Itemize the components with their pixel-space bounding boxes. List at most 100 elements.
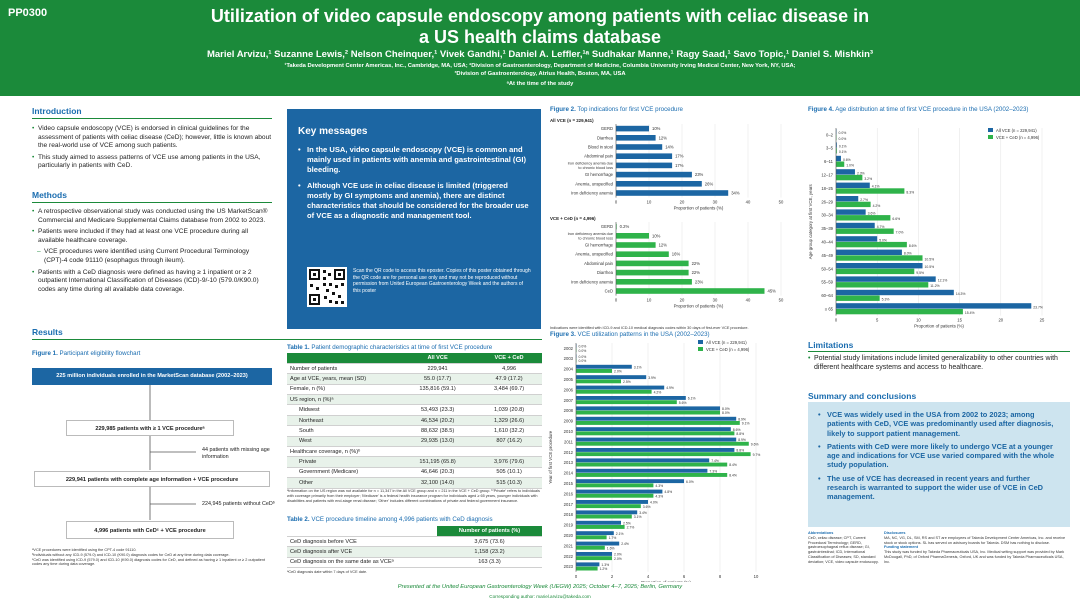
- bar: [576, 566, 598, 571]
- data-label: 0.0%: [839, 137, 847, 141]
- bar: [836, 241, 907, 248]
- table-cell: 229,941: [399, 363, 477, 375]
- tick-label: 15: [957, 318, 962, 323]
- data-label: 10.5%: [925, 257, 935, 261]
- bar: [836, 268, 915, 275]
- bar: [616, 269, 689, 276]
- table-cell: South: [287, 425, 399, 437]
- data-label: 8.3%: [906, 190, 914, 194]
- bar: [576, 552, 612, 556]
- axis-title: Proportion of patients (%): [674, 206, 724, 211]
- data-label: 2.7%: [627, 526, 635, 530]
- table-cell: CeD diagnosis on the same date as VCEᵃ: [287, 557, 437, 569]
- category-label: 55–59: [821, 280, 833, 285]
- category-label: 2008: [564, 408, 574, 413]
- bar: [576, 520, 621, 525]
- bar: [616, 251, 669, 257]
- bar: [836, 174, 863, 181]
- data-label: 8.6%: [733, 428, 741, 432]
- panel-title: VCE + CeD (n = 4,996): [550, 216, 596, 221]
- data-label: 0.0%: [579, 345, 587, 349]
- axis-title: Age group category at first VCE, years: [808, 184, 813, 260]
- table-cell: 29,935 (13.0): [399, 436, 477, 448]
- category-label: to chronic blood loss: [578, 166, 613, 170]
- data-label: 0.0%: [579, 359, 587, 363]
- table-header-cell: [287, 353, 399, 364]
- table-cell: 151,195 (65.8): [399, 456, 477, 468]
- data-label: 4.1%: [872, 185, 880, 189]
- figure-1-footnotes: ᵃVCE procedures were identified using th…: [32, 548, 266, 567]
- methods-bullet: Patients were included if they had at le…: [32, 228, 274, 245]
- category-label: 45–49: [821, 253, 833, 258]
- data-label: 2.0%: [614, 370, 622, 374]
- bar: [836, 249, 902, 255]
- bar: [836, 215, 891, 221]
- data-label: 17%: [675, 163, 684, 168]
- data-label: 3.6%: [868, 212, 876, 216]
- table-cell: 3,976 (79.6): [476, 456, 542, 468]
- data-label: 4.8%: [664, 490, 672, 494]
- data-label: 4.7%: [877, 225, 885, 229]
- data-label: 10%: [652, 126, 661, 131]
- methods-bullet: A retrospective observational study was …: [32, 208, 274, 225]
- disclosures: Disclosures MA, NC, VG, DL, SM, RS and S…: [884, 531, 1066, 564]
- category-label: 2018: [564, 512, 574, 517]
- data-label: 9.7%: [753, 453, 761, 457]
- category-label: 2005: [564, 377, 574, 382]
- flow-exclusion-no-ced: 224,945 patients without CeDᵇ: [202, 501, 275, 507]
- data-label: 8.9%: [738, 438, 746, 442]
- methods-subbullet: VCE procedures were identified using Cur…: [32, 248, 274, 265]
- timeline-table: Number of patients (%) CeD diagnosis befo…: [287, 526, 542, 569]
- data-label: 4.2%: [873, 204, 881, 208]
- data-label: 12%: [659, 135, 668, 140]
- legend-swatch: [698, 340, 703, 344]
- tick-label: 10: [754, 574, 759, 579]
- bar: [576, 500, 648, 504]
- category-label: 26–29: [821, 199, 833, 204]
- category-label: 2022: [564, 554, 574, 559]
- bar: [576, 468, 708, 473]
- table-row: Government (Medicare) 46,646 (20.3) 505 (1…: [287, 467, 542, 479]
- qr-code-icon[interactable]: [307, 267, 347, 307]
- title-line-1: Utilization of video capsule endoscopy a…: [210, 6, 870, 26]
- category-label: 2015: [564, 481, 574, 486]
- tick-label: 50: [779, 200, 784, 205]
- tick-label: 8: [719, 574, 722, 579]
- intro-heading: Introduction: [32, 106, 82, 116]
- bar: [576, 421, 740, 425]
- category-label: 2020: [564, 533, 574, 538]
- bar: [616, 144, 663, 150]
- data-label: 7.4%: [711, 459, 719, 463]
- category-label: Diarrhea: [597, 135, 614, 140]
- flow-box-ced: 4,996 patients with CeDᶜ + VCE procedure: [66, 521, 234, 539]
- table-1-footnote: ᵃInformation on the US region was not av…: [287, 489, 540, 503]
- conclusion-bullet: The use of VCE has decreased in recent y…: [818, 474, 1062, 502]
- bar: [576, 389, 652, 394]
- key-messages-box: Key messages In the USA, video capsule e…: [287, 109, 541, 329]
- footer-presented: Presented at the United European Gastroe…: [397, 584, 683, 590]
- tick-label: 2: [611, 574, 614, 579]
- flow-box-vce: 229,985 patients with ≥ 1 VCE procedureᵃ: [66, 420, 234, 436]
- intro-bullet: Video capsule endoscopy (VCE) is endorse…: [32, 125, 274, 151]
- data-label: 9.5%: [916, 271, 924, 275]
- tick-label: 10: [647, 200, 652, 205]
- category-label: 2011: [564, 439, 574, 444]
- key-message: Although VCE use in celiac disease is li…: [298, 181, 533, 222]
- data-label: 8.0%: [722, 411, 730, 415]
- footer-contact[interactable]: Corresponding author: mariel.arvizu@take…: [489, 594, 591, 599]
- affiliation-2: ³Division of Gastroenterology, Atrius He…: [454, 71, 626, 77]
- conclusion-bullet: VCE was widely used in the USA from 2002…: [818, 410, 1062, 438]
- category-label: 18–25: [821, 186, 833, 191]
- legend-swatch: [698, 347, 703, 351]
- data-label: 4.3%: [655, 494, 663, 498]
- bar: [576, 396, 686, 400]
- bar: [576, 416, 737, 421]
- data-label: 12%: [659, 243, 668, 248]
- limitations-text: Potential study limitations include limi…: [808, 355, 1070, 375]
- tick-label: 10: [647, 298, 652, 303]
- data-label: 2.1%: [616, 532, 624, 536]
- tick-label: 25: [1040, 318, 1045, 323]
- tick-label: 20: [680, 298, 685, 303]
- data-label: 8.0%: [722, 407, 730, 411]
- methods-text: A retrospective observational study was …: [32, 208, 274, 297]
